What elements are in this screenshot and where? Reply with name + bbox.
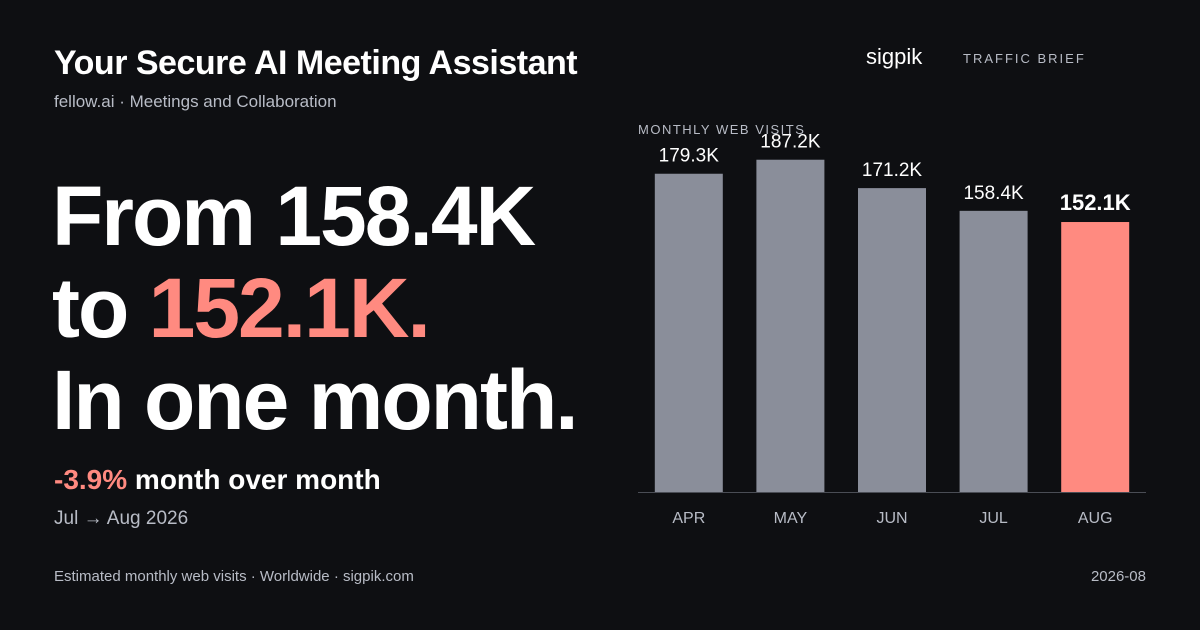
data-label-may: 187.2K [760, 132, 821, 153]
x-tick-aug: AUG [1078, 510, 1113, 527]
brand-logo: sigpik [866, 44, 923, 69]
bar-jun [858, 188, 926, 492]
headline-line-2: to 152.1K. [52, 262, 577, 354]
page-subtitle: fellow.ai · Meetings and Collaboration [54, 92, 337, 111]
footer-date: 2026-08 [1090, 568, 1146, 585]
headline: From 158.4K to 152.1K. In one month. [52, 169, 579, 447]
bar-jul [959, 210, 1028, 492]
data-label-apr: 179.3K [659, 146, 720, 167]
headline-line-3: In one month. [52, 353, 579, 447]
section-label: TRAFFIC BRIEF [963, 51, 1086, 66]
bar-apr [654, 173, 723, 492]
page-title: Your Secure AI Meeting Assistant [54, 44, 578, 82]
change-label: month over month [127, 464, 381, 495]
bar-may [756, 159, 825, 492]
x-tick-may: MAY [774, 510, 808, 527]
data-label-jun: 171.2K [862, 160, 923, 181]
headline-line-1: From 158.4K [52, 169, 536, 263]
change-period: Jul → Aug 2026 [54, 508, 189, 529]
change-value: -3.9% [54, 464, 128, 495]
data-label-aug: 152.1K [1060, 190, 1131, 215]
x-tick-jun: JUN [876, 510, 907, 527]
bar-aug [1061, 222, 1130, 492]
headline-current-value: 152.1K. [148, 261, 431, 355]
footer-source: Estimated monthly web visits · Worldwide… [54, 568, 414, 585]
change-summary: -3.9% month over month [54, 464, 381, 496]
x-tick-jul: JUL [979, 510, 1008, 527]
headline-line-2-prefix: to [52, 261, 149, 355]
data-label-jul: 158.4K [963, 183, 1024, 204]
x-tick-apr: APR [672, 510, 705, 527]
chart-title: MONTHLY WEB VISITS [638, 122, 806, 137]
